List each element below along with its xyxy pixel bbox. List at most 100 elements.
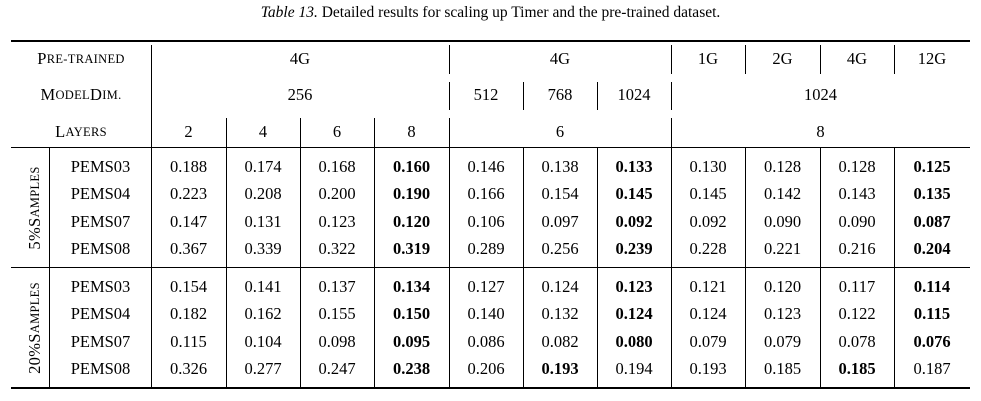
header-rule	[11, 147, 970, 148]
table-cell: 0.117	[838, 276, 876, 296]
column-divider	[671, 118, 672, 148]
table-cell: 0.367	[169, 239, 208, 259]
group-label-5pct: 5% S AMPLES	[25, 166, 44, 250]
column-divider	[449, 82, 450, 110]
table-cell: 0.079	[763, 331, 802, 351]
column-divider	[894, 268, 895, 387]
column-divider	[49, 148, 50, 267]
column-divider	[374, 268, 375, 387]
pretrained-4g-a: 4G	[289, 48, 311, 68]
layers-8-a: 8	[407, 121, 416, 141]
table-cell: 0.123	[318, 211, 356, 231]
table-cell: 0.122	[838, 304, 876, 324]
column-divider	[597, 268, 598, 387]
column-divider	[820, 268, 821, 387]
column-divider	[671, 268, 672, 387]
table-cell: 0.221	[763, 239, 802, 259]
table-cell: 0.174	[244, 156, 282, 176]
group-rule	[11, 267, 970, 268]
bottom-rule	[11, 387, 970, 389]
column-divider	[151, 148, 152, 267]
table-cell: 0.228	[689, 239, 727, 259]
table-cell: 0.127	[467, 276, 505, 296]
table-cell: 0.133	[615, 156, 653, 176]
column-divider	[597, 148, 598, 267]
table-cell: 0.239	[615, 239, 653, 259]
table-cell: 0.082	[541, 331, 579, 351]
column-divider	[449, 118, 450, 148]
table-cell: 0.208	[244, 184, 282, 204]
table-cell: 0.120	[763, 276, 802, 296]
table-cell: 0.185	[838, 359, 876, 379]
table-cell: 0.123	[763, 304, 802, 324]
table-cell: 0.206	[467, 359, 505, 379]
column-divider	[671, 82, 672, 110]
table-cell: 0.154	[169, 276, 208, 296]
table-cell: 0.182	[169, 304, 208, 324]
table-cell: 0.076	[913, 331, 951, 351]
table-cell: 0.204	[913, 239, 951, 259]
table-cell: 0.128	[763, 156, 802, 176]
table-cell: 0.131	[244, 211, 282, 231]
table-cell: 0.155	[318, 304, 356, 324]
column-divider	[300, 148, 301, 267]
table-cell: 0.216	[838, 239, 876, 259]
table-cell: 0.194	[615, 359, 653, 379]
column-divider	[374, 118, 375, 148]
column-divider	[523, 268, 524, 387]
modeldim-label: M ODEL D IM.	[40, 84, 122, 104]
table-cell: 0.124	[615, 304, 653, 324]
modeldim-1024-a: 1024	[617, 84, 651, 104]
table-cell: 0.095	[392, 331, 431, 351]
table-cell: 0.079	[689, 331, 727, 351]
table-cell: 0.190	[392, 184, 431, 204]
table-cell: 0.143	[838, 184, 876, 204]
dataset-name: PEMS04	[70, 304, 131, 324]
pretrained-4g-b: 4G	[549, 48, 571, 68]
table-cell: 0.322	[318, 239, 356, 259]
table-cell: 0.137	[318, 276, 356, 296]
caption-text: Detailed results for scaling up Timer an…	[321, 4, 721, 21]
pretrained-label: P RE-TRAINED	[37, 48, 125, 68]
table-cell: 0.162	[244, 304, 282, 324]
column-divider	[151, 45, 152, 147]
table-cell: 0.125	[913, 156, 951, 176]
table-cell: 0.123	[615, 276, 653, 296]
table-cell: 0.080	[615, 331, 653, 351]
table-cell: 0.326	[169, 359, 208, 379]
table-cell: 0.145	[689, 184, 727, 204]
table-cell: 0.147	[169, 211, 208, 231]
layers-label: L AYERS	[55, 121, 107, 141]
column-divider	[671, 45, 672, 74]
table-cell: 0.121	[689, 276, 727, 296]
table-cell: 0.339	[244, 239, 282, 259]
modeldim-768: 768	[547, 84, 573, 104]
table-cell: 0.256	[541, 239, 579, 259]
table-cell: 0.132	[541, 304, 579, 324]
table-cell: 0.120	[392, 211, 431, 231]
table-cell: 0.168	[318, 156, 356, 176]
layers-6-a: 6	[332, 121, 342, 141]
table-cell: 0.319	[392, 239, 431, 259]
column-divider	[300, 118, 301, 148]
table-cell: 0.277	[244, 359, 282, 379]
pretrained-1g: 1G	[697, 48, 719, 68]
table-cell: 0.124	[541, 276, 579, 296]
column-divider	[449, 268, 450, 387]
group-label-20pct: 20% S AMPLES	[25, 282, 44, 374]
table-cell: 0.090	[763, 211, 802, 231]
column-divider	[671, 148, 672, 267]
table-cell: 0.124	[689, 304, 727, 324]
caption-label: Table 13.	[260, 4, 318, 21]
modeldim-256: 256	[287, 84, 313, 104]
layers-4: 4	[258, 121, 268, 141]
table-cell: 0.097	[541, 211, 579, 231]
table-cell: 0.128	[838, 156, 876, 176]
table-cell: 0.145	[615, 184, 653, 204]
column-divider	[226, 118, 227, 148]
dataset-name: PEMS07	[70, 331, 131, 351]
table-cell: 0.115	[170, 331, 207, 351]
dataset-name: PEMS03	[70, 156, 131, 176]
column-divider	[820, 45, 821, 74]
table-cell: 0.135	[913, 184, 951, 204]
